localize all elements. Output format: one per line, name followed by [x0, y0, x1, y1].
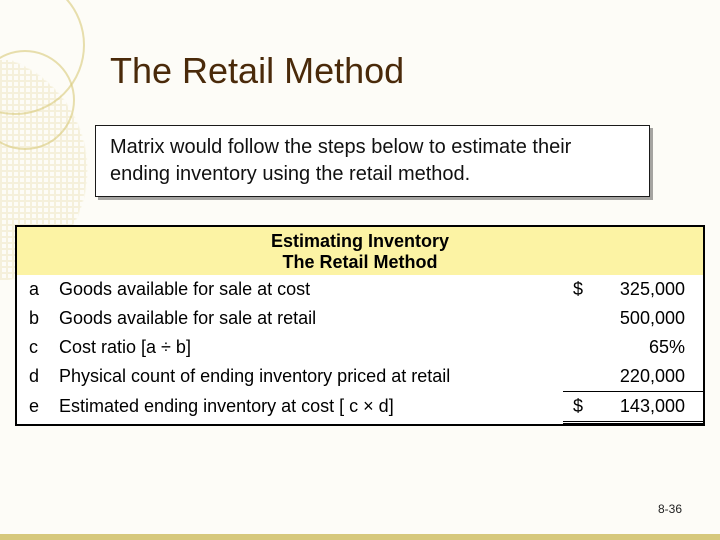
intro-text: Matrix would follow the steps below to e… [110, 136, 571, 185]
table-row: b Goods available for sale at retail 500… [17, 304, 703, 333]
row-desc: Estimated ending inventory at cost [ c ×… [49, 392, 563, 423]
row-desc: Goods available for sale at retail [49, 304, 563, 333]
slide-title: The Retail Method [110, 50, 404, 92]
row-value: 143,000 [593, 392, 703, 423]
page-number: 8-36 [658, 502, 682, 516]
row-desc: Cost ratio [a ÷ b] [49, 333, 563, 362]
row-value: 325,000 [593, 275, 703, 304]
table-heading-line1: Estimating Inventory [271, 231, 449, 251]
row-letter: a [17, 275, 49, 304]
row-currency [563, 304, 593, 333]
row-letter: b [17, 304, 49, 333]
row-letter: d [17, 362, 49, 392]
row-letter: e [17, 392, 49, 423]
bottom-accent-bar [0, 534, 720, 540]
table-row: d Physical count of ending inventory pri… [17, 362, 703, 392]
table-heading-line2: The Retail Method [17, 252, 703, 273]
row-desc: Physical count of ending inventory price… [49, 362, 563, 392]
row-currency [563, 362, 593, 392]
estimate-table: Estimating Inventory The Retail Method a… [15, 225, 705, 426]
intro-text-box: Matrix would follow the steps below to e… [95, 125, 650, 197]
row-currency: $ [563, 392, 593, 423]
table-row: c Cost ratio [a ÷ b] 65% [17, 333, 703, 362]
table-row: a Goods available for sale at cost $ 325… [17, 275, 703, 304]
row-value: 220,000 [593, 362, 703, 392]
row-letter: c [17, 333, 49, 362]
row-currency: $ [563, 275, 593, 304]
row-value: 500,000 [593, 304, 703, 333]
table-heading: Estimating Inventory The Retail Method [17, 227, 703, 275]
row-currency [563, 333, 593, 362]
table-body: a Goods available for sale at cost $ 325… [17, 275, 703, 424]
row-value: 65% [593, 333, 703, 362]
row-desc: Goods available for sale at cost [49, 275, 563, 304]
table-row: e Estimated ending inventory at cost [ c… [17, 392, 703, 423]
